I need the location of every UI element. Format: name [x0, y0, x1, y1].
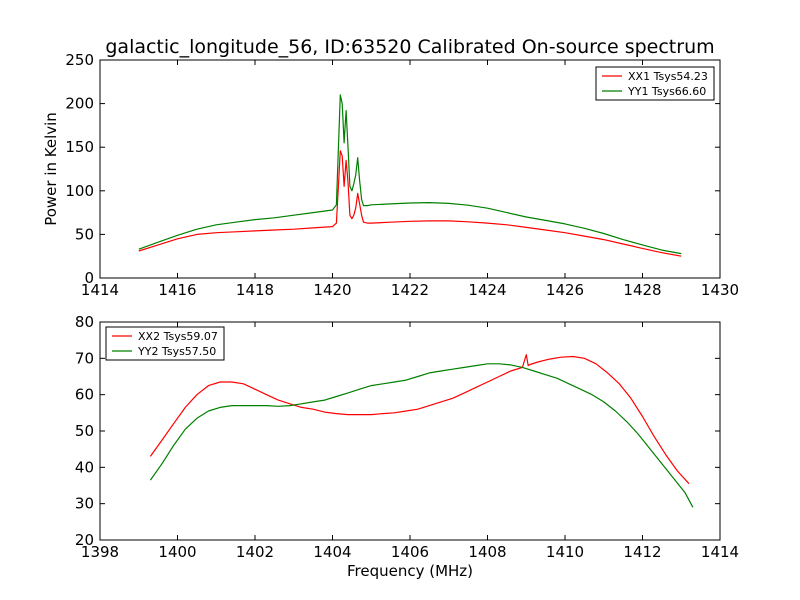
series-line-2: [149, 363, 694, 508]
x-tick-label: 1424: [468, 281, 506, 299]
y-tick-label: 60: [75, 386, 94, 404]
legend-box: [595, 66, 715, 101]
x-tick-label: 1400: [158, 543, 196, 561]
x-tick-label: 1404: [313, 543, 351, 561]
x-tick-label: 1430: [701, 281, 739, 299]
y-tick-label: 250: [65, 51, 94, 69]
x-tick-label: 1402: [236, 543, 274, 561]
y-tick-label: 80: [75, 313, 94, 331]
y-tick-label: 30: [75, 495, 94, 513]
x-tick-label: 1398: [81, 543, 119, 561]
y-tick-label: 200: [65, 95, 94, 113]
x-tick-label: 1410: [546, 543, 584, 561]
y-tick-label: 40: [75, 458, 94, 476]
legend: XX1 Tsys54.23 YY1 Tsys66.60: [595, 66, 715, 101]
legend-box: [105, 326, 225, 361]
y-tick-label: 50: [75, 225, 94, 243]
legend-label: XX2 Tsys59.07: [138, 330, 218, 343]
top-y-axis-label: Power in Kelvin: [42, 112, 60, 226]
series-line-1: [149, 354, 690, 485]
y-tick-label: 150: [65, 138, 94, 156]
y-tick-label: 100: [65, 182, 94, 200]
x-tick-label: 1416: [158, 281, 196, 299]
legend-label: YY1 Tsys66.60: [627, 85, 706, 98]
x-tick-label: 1426: [546, 281, 584, 299]
y-tick-label: 0: [84, 269, 94, 287]
y-tick-label: 50: [75, 422, 94, 440]
top-panel: 1414 1416 1418 1420 1422 1424 1426 1428 1430 0 50 1…: [65, 51, 739, 299]
x-tick-label: 1422: [391, 281, 429, 299]
chart-title: galactic_longitude_56, ID:63520 Calibrat…: [105, 36, 714, 58]
x-tick-label: 1428: [623, 281, 661, 299]
legend-label: YY2 Tsys57.50: [137, 345, 216, 358]
x-tick-label: 1420: [313, 281, 351, 299]
legend: XX2 Tsys59.07 YY2 Tsys57.50: [105, 326, 225, 361]
x-tick-label: 1418: [236, 281, 274, 299]
x-tick-label: 1408: [468, 543, 506, 561]
legend-label: XX1 Tsys54.23: [628, 70, 708, 83]
bottom-panel: 1398 1400 1402 1404 1406 1408 1410 1412 1414 20 30…: [75, 313, 739, 561]
y-tick-label: 20: [75, 531, 94, 549]
x-tick-label: 1414: [701, 543, 739, 561]
x-tick-label: 1412: [623, 543, 661, 561]
y-tick-label: 70: [75, 349, 94, 367]
x-tick-label: 1414: [81, 281, 119, 299]
x-tick-label: 1406: [391, 543, 429, 561]
series-line-1: [138, 150, 682, 257]
bottom-x-axis-label: Frequency (MHz): [347, 562, 473, 580]
series-line-2: [138, 94, 682, 255]
